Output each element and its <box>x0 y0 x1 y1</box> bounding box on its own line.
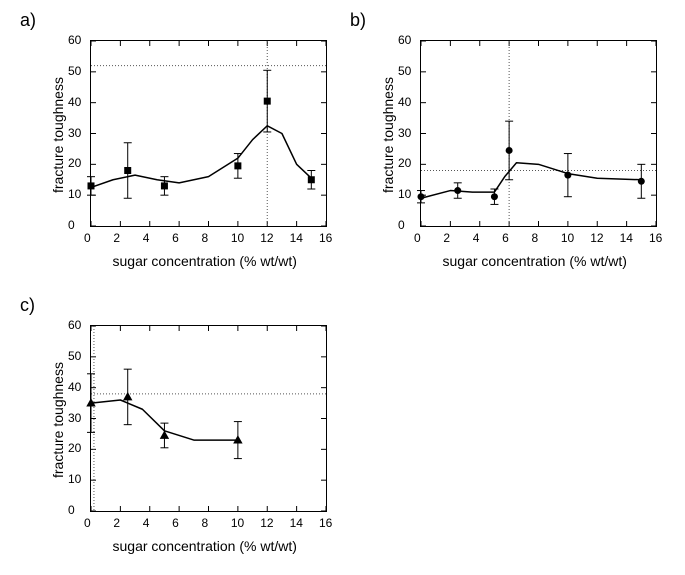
panel-b-plot <box>420 40 657 227</box>
xtick-label: 12 <box>260 516 273 530</box>
panel-b: b) fracture toughness sugar concentratio… <box>350 10 675 285</box>
panel-c: c) fracture toughness sugar concentratio… <box>20 295 345 570</box>
ytick-label: 50 <box>398 64 411 78</box>
xtick-label: 16 <box>649 231 662 245</box>
panel-c-xlabel: sugar concentration (% wt/wt) <box>113 538 297 554</box>
xtick-label: 4 <box>473 231 480 245</box>
panel-c-plot <box>90 325 327 512</box>
xtick-label: 4 <box>143 231 150 245</box>
ytick-label: 20 <box>398 156 411 170</box>
xtick-label: 0 <box>414 231 421 245</box>
xtick-label: 0 <box>84 231 91 245</box>
ytick-label: 40 <box>68 95 81 109</box>
ytick-label: 0 <box>398 218 405 232</box>
ytick-label: 30 <box>398 126 411 140</box>
xtick-label: 2 <box>113 516 120 530</box>
ytick-label: 10 <box>68 472 81 486</box>
ytick-label: 10 <box>398 187 411 201</box>
xtick-label: 14 <box>290 231 303 245</box>
xtick-label: 10 <box>231 231 244 245</box>
panel-b-label: b) <box>350 10 366 31</box>
xtick-label: 0 <box>84 516 91 530</box>
ytick-label: 0 <box>68 503 75 517</box>
panel-a-ylabel: fracture toughness <box>50 77 66 193</box>
panel-b-xlabel: sugar concentration (% wt/wt) <box>443 253 627 269</box>
ytick-label: 60 <box>398 33 411 47</box>
xtick-label: 6 <box>172 516 179 530</box>
panel-a: a) fracture toughness sugar concentratio… <box>20 10 345 285</box>
ytick-label: 60 <box>68 318 81 332</box>
panel-a-xlabel: sugar concentration (% wt/wt) <box>113 253 297 269</box>
xtick-label: 4 <box>143 516 150 530</box>
ytick-label: 50 <box>68 349 81 363</box>
ytick-label: 20 <box>68 156 81 170</box>
ytick-label: 60 <box>68 33 81 47</box>
xtick-label: 2 <box>113 231 120 245</box>
xtick-label: 10 <box>231 516 244 530</box>
xtick-label: 2 <box>443 231 450 245</box>
xtick-label: 12 <box>260 231 273 245</box>
xtick-label: 6 <box>502 231 509 245</box>
panel-a-label: a) <box>20 10 36 31</box>
xtick-label: 8 <box>202 231 209 245</box>
xtick-label: 8 <box>532 231 539 245</box>
panel-c-label: c) <box>20 295 35 316</box>
panel-a-plot <box>90 40 327 227</box>
xtick-label: 6 <box>172 231 179 245</box>
ytick-label: 10 <box>68 187 81 201</box>
ytick-label: 50 <box>68 64 81 78</box>
panel-b-ylabel: fracture toughness <box>380 77 396 193</box>
ytick-label: 30 <box>68 126 81 140</box>
ytick-label: 20 <box>68 441 81 455</box>
xtick-label: 14 <box>290 516 303 530</box>
ytick-label: 30 <box>68 411 81 425</box>
ytick-label: 40 <box>68 380 81 394</box>
ytick-label: 0 <box>68 218 75 232</box>
ytick-label: 40 <box>398 95 411 109</box>
panel-c-ylabel: fracture toughness <box>50 362 66 478</box>
xtick-label: 12 <box>590 231 603 245</box>
xtick-label: 16 <box>319 516 332 530</box>
xtick-label: 14 <box>620 231 633 245</box>
xtick-label: 8 <box>202 516 209 530</box>
xtick-label: 10 <box>561 231 574 245</box>
xtick-label: 16 <box>319 231 332 245</box>
